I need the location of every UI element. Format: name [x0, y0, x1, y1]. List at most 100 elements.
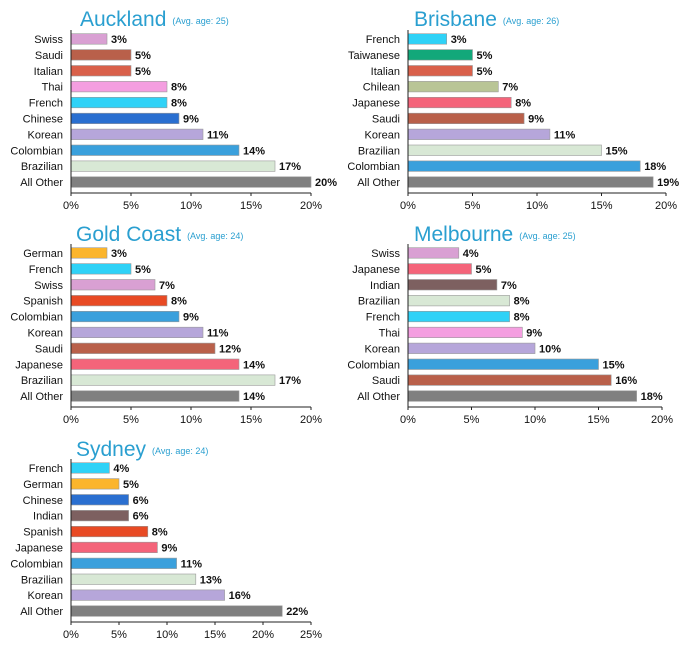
chart-title: Gold Coast	[76, 223, 181, 246]
bar	[70, 589, 225, 601]
value-label: 11%	[207, 129, 229, 141]
x-tick-label: 5%	[465, 200, 481, 212]
category-label: Brazilian	[21, 375, 63, 387]
bar	[70, 33, 108, 45]
value-label: 4%	[113, 463, 129, 475]
bar	[70, 462, 110, 474]
category-label: Chinese	[23, 495, 63, 507]
value-label: 18%	[644, 161, 666, 173]
category-label: Brazilian	[21, 574, 63, 586]
x-tick-label: 10%	[524, 414, 546, 426]
value-label: 5%	[135, 264, 151, 276]
bar	[407, 247, 460, 259]
bar	[407, 310, 510, 323]
x-tick-label: 15%	[240, 414, 262, 426]
x-tick-label: 20%	[300, 414, 322, 426]
value-label: 5%	[477, 50, 493, 62]
category-label: Thai	[379, 327, 400, 339]
bar	[70, 326, 204, 339]
bar	[70, 65, 132, 77]
x-tick-label: 15%	[587, 414, 609, 426]
value-label: 6%	[133, 511, 149, 523]
bar	[407, 97, 512, 109]
value-label: 11%	[207, 327, 229, 339]
value-label: 14%	[243, 359, 265, 371]
value-label: 8%	[515, 98, 531, 110]
value-label: 16%	[615, 375, 637, 387]
chart-sydney: Sydney (Avg. age: 24) French 4% German 5% Chin…	[10, 438, 322, 641]
x-tick-label: 5%	[123, 200, 139, 212]
chart-auckland: Auckland (Avg. age: 25) Swiss 3% Saudi 5% Ital…	[10, 8, 337, 212]
bar	[70, 573, 197, 585]
category-label: French	[29, 264, 63, 276]
category-label: Korean	[28, 129, 63, 141]
category-label: Spanish	[23, 296, 63, 308]
value-label: 9%	[526, 327, 542, 339]
bar	[407, 279, 498, 291]
value-label: 3%	[451, 34, 467, 46]
bar	[70, 112, 180, 124]
x-tick-label: 20%	[252, 629, 274, 641]
chart-gold-coast: Gold Coast (Avg. age: 24) German 3% French 5%…	[10, 223, 322, 426]
chart-subtitle: (Avg. age: 25)	[519, 231, 575, 241]
bar	[407, 160, 641, 172]
bar	[70, 494, 129, 506]
bar	[70, 176, 312, 188]
value-label: 3%	[111, 248, 127, 260]
bar	[70, 358, 240, 370]
value-label: 6%	[133, 495, 149, 507]
x-tick-label: 15%	[590, 200, 612, 212]
chart-title: Sydney	[76, 438, 147, 461]
category-label: Swiss	[371, 248, 400, 260]
category-label: All Other	[20, 391, 63, 403]
category-label: French	[366, 312, 400, 324]
value-label: 17%	[279, 375, 301, 387]
value-label: 9%	[161, 542, 177, 554]
category-label: Brazilian	[21, 161, 63, 173]
value-label: 22%	[286, 606, 308, 618]
value-label: 14%	[243, 391, 265, 403]
x-tick-label: 0%	[63, 414, 79, 426]
bar	[407, 263, 472, 275]
category-label: Taiwanese	[348, 50, 400, 62]
bar	[407, 81, 499, 93]
value-label: 7%	[502, 82, 518, 94]
value-label: 8%	[514, 296, 530, 308]
bar	[70, 342, 216, 354]
value-label: 8%	[152, 527, 168, 539]
value-label: 9%	[183, 312, 199, 324]
bar	[70, 263, 132, 275]
category-label: Thai	[42, 82, 63, 94]
category-label: All Other	[20, 606, 63, 618]
bar	[70, 97, 168, 109]
category-label: German	[23, 479, 63, 491]
category-label: Swiss	[34, 34, 63, 46]
category-label: Colombian	[347, 161, 400, 173]
chart-brisbane: Brisbane (Avg. age: 26) French 3% Taiwanese 5…	[347, 8, 679, 212]
bar	[70, 605, 283, 617]
value-label: 15%	[606, 145, 628, 157]
category-label: French	[366, 34, 400, 46]
category-label: All Other	[357, 177, 400, 189]
bar	[407, 390, 637, 402]
bar	[70, 247, 108, 259]
x-tick-label: 10%	[526, 200, 548, 212]
category-label: French	[29, 463, 63, 475]
chart-melbourne: Melbourne (Avg. age: 25) Swiss 4% Japanese 5%…	[347, 223, 673, 426]
category-label: Brazilian	[358, 296, 400, 308]
bar	[70, 510, 129, 522]
chart-subtitle: (Avg. age: 26)	[503, 16, 559, 26]
chart-subtitle: (Avg. age: 25)	[172, 16, 228, 26]
chart-title: Auckland	[80, 8, 166, 31]
category-label: Japanese	[15, 542, 63, 554]
value-label: 8%	[514, 312, 530, 324]
bar	[70, 49, 132, 61]
value-label: 8%	[171, 82, 187, 94]
category-label: Japanese	[352, 98, 400, 110]
x-tick-label: 5%	[111, 629, 127, 641]
category-label: Colombian	[10, 312, 63, 324]
value-label: 10%	[539, 343, 561, 355]
category-label: Colombian	[10, 145, 63, 157]
x-tick-label: 25%	[300, 629, 322, 641]
